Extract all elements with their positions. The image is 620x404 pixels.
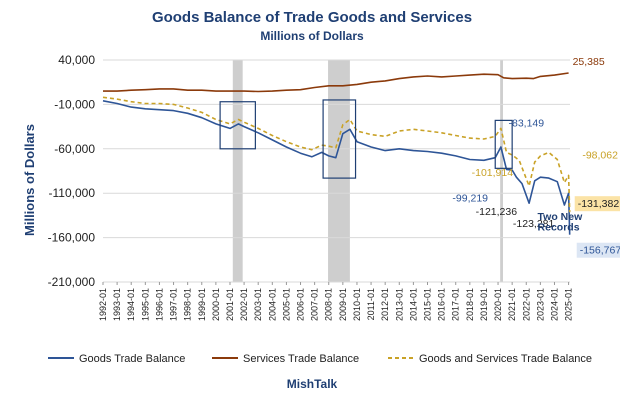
x-tick-label: 2013-01 xyxy=(394,288,404,321)
annotation-label: Records xyxy=(538,221,580,233)
x-tick-label: 2017-01 xyxy=(451,288,461,321)
x-tick-label: 2024-01 xyxy=(549,288,559,321)
highlight-box-2 xyxy=(322,99,357,179)
highlight-box-3 xyxy=(494,119,513,169)
x-tick-label: 2012-01 xyxy=(380,288,390,321)
annotation-label: -83,149 xyxy=(509,117,545,129)
legend: Goods Trade Balance Services Trade Balanc… xyxy=(48,353,592,365)
annotation-label: 25,385 xyxy=(573,56,605,68)
y-tick-label: -10,000 xyxy=(54,97,95,111)
annotation-bg xyxy=(574,196,620,212)
x-tick-label: 2003-01 xyxy=(253,288,263,321)
legend-label: Services Trade Balance xyxy=(243,353,359,365)
plot-area: 40,000 -10,000 -60,000 -110,000 -160,000 -210… xyxy=(48,53,620,321)
x-tick-label: 2016-01 xyxy=(437,288,447,321)
y-tick-label: -160,000 xyxy=(48,231,96,245)
series-line-goods-and-services-trade-balance xyxy=(102,96,571,213)
x-tick-label: 2002-01 xyxy=(239,288,249,321)
y-tick-label: -210,000 xyxy=(48,275,96,289)
x-tick-label: 2008-01 xyxy=(324,288,334,321)
annotation-label: Two New xyxy=(538,211,584,223)
annotation-label: -131,382 xyxy=(578,198,620,210)
y-tick-label: -60,000 xyxy=(54,142,95,156)
annotation-label: -123,281 xyxy=(513,218,555,230)
x-tick-label: 1995-01 xyxy=(140,288,150,321)
chart-subtitle: Millions of Dollars xyxy=(260,29,364,43)
recession-shade-1 xyxy=(232,60,243,282)
x-tick-label: 2004-01 xyxy=(267,288,277,321)
recession-shade-3 xyxy=(500,60,503,282)
highlight-box-1 xyxy=(219,101,256,150)
x-tick-label: 2007-01 xyxy=(310,288,320,321)
x-tick-label: 2022-01 xyxy=(521,288,531,321)
annotation-label: -99,219 xyxy=(452,193,488,205)
x-tick-label: 2005-01 xyxy=(281,288,291,321)
y-tick-label: -110,000 xyxy=(49,186,96,200)
x-tick-label: 1997-01 xyxy=(169,288,179,321)
x-tick-label: 2025-01 xyxy=(564,288,574,321)
annotation-label: -98,062 xyxy=(582,150,618,162)
x-tick-label: 2015-01 xyxy=(423,288,433,321)
legend-label: Goods and Services Trade Balance xyxy=(419,353,592,365)
x-tick-label: 1999-01 xyxy=(197,288,207,321)
x-tick-label: 2000-01 xyxy=(211,288,221,321)
annotation-label: -101,914 xyxy=(472,167,514,179)
legend-label: Goods Trade Balance xyxy=(79,353,185,365)
x-tick-label: 2001-01 xyxy=(225,288,235,321)
series-line-services-trade-balance xyxy=(103,72,569,93)
annotation-bg xyxy=(576,242,620,258)
y-tick-label: 40,000 xyxy=(58,53,95,67)
x-tick-label: 1993-01 xyxy=(112,288,122,321)
x-tick-label: 2018-01 xyxy=(465,288,475,321)
x-tick-label: 1998-01 xyxy=(183,288,193,321)
x-tick-label: 2011-01 xyxy=(366,288,376,320)
x-tick-label: 2021-01 xyxy=(507,288,517,321)
footer-credit: MishTalk xyxy=(287,377,338,391)
annotation-label: -156,767 xyxy=(580,245,620,257)
x-tick-label: 1994-01 xyxy=(126,288,136,321)
x-tick-label: 2019-01 xyxy=(479,288,489,321)
series-line-goods-trade-balance xyxy=(102,100,571,235)
x-tick-label: 2006-01 xyxy=(296,288,306,321)
x-tick-label: 2020-01 xyxy=(493,288,503,321)
y-axis-label: Millions of Dollars xyxy=(22,124,37,236)
x-tick-label: 1992-01 xyxy=(98,288,108,321)
x-tick-label: 1996-01 xyxy=(154,288,164,321)
x-tick-label: 2009-01 xyxy=(338,288,348,321)
x-tick-label: 2014-01 xyxy=(408,288,418,321)
chart-title: Goods Balance of Trade Goods and Service… xyxy=(152,9,472,26)
x-tick-label: 2023-01 xyxy=(535,288,545,321)
x-tick-label: 2010-01 xyxy=(352,288,362,321)
recession-shade-2 xyxy=(328,60,350,282)
annotation-label: -121,236 xyxy=(476,206,518,218)
